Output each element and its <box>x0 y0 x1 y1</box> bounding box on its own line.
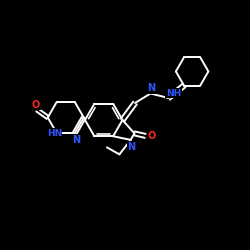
Text: NH: NH <box>166 88 181 98</box>
Text: N: N <box>147 83 155 93</box>
Text: O: O <box>147 131 156 141</box>
Text: O: O <box>32 100 40 110</box>
Text: N: N <box>127 142 136 152</box>
Text: HN: HN <box>47 128 62 138</box>
Text: N: N <box>72 135 80 145</box>
